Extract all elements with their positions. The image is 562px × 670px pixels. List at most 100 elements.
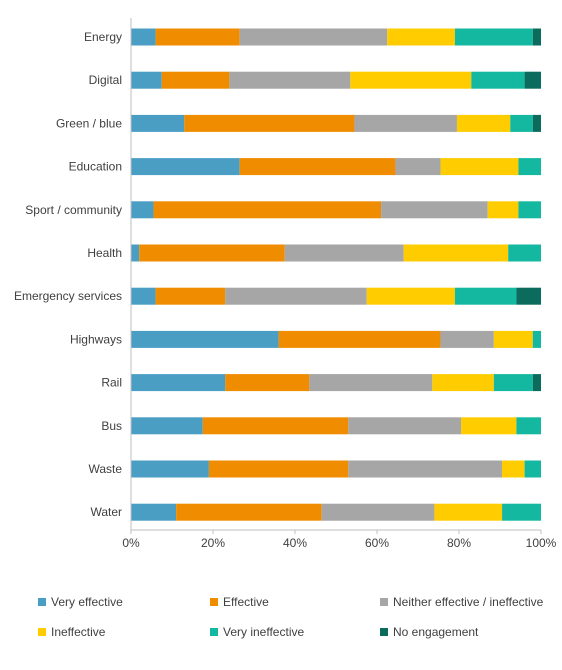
category-label: Energy <box>84 30 122 44</box>
bar-segment <box>471 71 525 89</box>
bar-segment <box>155 287 226 305</box>
legend-swatch <box>380 628 388 636</box>
bar-segment <box>131 503 177 521</box>
legend-item: Very ineffective <box>210 625 304 639</box>
stacked-bar-chart: Energy Digital Green / blue Education Sport … <box>14 18 557 550</box>
legend-swatch <box>210 628 218 636</box>
bar-segment <box>387 28 455 46</box>
legend-item: Very effective <box>38 595 123 609</box>
bar-segment <box>239 28 388 46</box>
bar-segment <box>524 71 541 89</box>
bars-group <box>131 28 541 521</box>
bar-segment <box>403 244 509 262</box>
category-label: Highways <box>70 332 122 346</box>
bar-segment <box>161 71 230 89</box>
x-tick-label: 100% <box>526 536 557 550</box>
bar-segment <box>131 287 156 305</box>
bar-segment <box>309 374 433 392</box>
legend-swatch <box>380 598 388 606</box>
bar-segment <box>284 244 404 262</box>
bar-segment <box>131 460 209 478</box>
legend-label: No engagement <box>393 625 479 639</box>
bar-segment <box>532 114 541 132</box>
category-label: Health <box>87 246 122 260</box>
legend-label: Effective <box>223 595 269 609</box>
legend-label: Neither effective / ineffective <box>393 595 544 609</box>
legend-item: No engagement <box>380 625 478 639</box>
bar-segment <box>131 330 279 348</box>
bar-segment <box>131 28 156 46</box>
bar-segment <box>502 503 541 521</box>
bar-segment <box>131 71 162 89</box>
bar-segment <box>493 374 533 392</box>
bar-segment <box>131 158 240 176</box>
legend-swatch <box>210 598 218 606</box>
legend-label: Very effective <box>51 595 123 609</box>
category-label: Bus <box>101 419 122 433</box>
bar-segment <box>440 330 494 348</box>
bar-segment <box>510 114 533 132</box>
bar-segment <box>518 158 541 176</box>
x-tick-label: 0% <box>122 536 140 550</box>
bar-segment <box>493 330 533 348</box>
x-tick-label: 60% <box>365 536 389 550</box>
bar-segment <box>225 374 310 392</box>
category-label: Green / blue <box>56 116 122 130</box>
bar-segment <box>532 374 541 392</box>
category-label: Digital <box>89 73 122 87</box>
bar-segment <box>454 287 517 305</box>
bar-segment <box>131 114 185 132</box>
bar-segment <box>518 201 541 219</box>
category-label: Water <box>90 505 122 519</box>
bar-segment <box>321 503 435 521</box>
legend-swatch <box>38 598 46 606</box>
legend-item: Neither effective / ineffective <box>380 595 543 609</box>
legend-swatch <box>38 628 46 636</box>
x-tick-label: 80% <box>447 536 471 550</box>
bar-segment <box>131 417 203 435</box>
bar-segment <box>155 28 240 46</box>
bar-segment <box>131 374 226 392</box>
bar-segment <box>139 244 285 262</box>
bar-segment <box>278 330 441 348</box>
x-tick-label: 20% <box>201 536 225 550</box>
bar-segment <box>434 503 503 521</box>
bar-segment <box>229 71 351 89</box>
category-label: Sport / community <box>25 203 122 217</box>
bar-segment <box>461 417 517 435</box>
category-label: Waste <box>88 462 122 476</box>
bar-segment <box>381 201 488 219</box>
bar-segment <box>532 330 541 348</box>
bar-segment <box>366 287 455 305</box>
bar-segment <box>508 244 541 262</box>
bar-segment <box>202 417 349 435</box>
bar-segment <box>440 158 519 176</box>
bar-segment <box>487 201 519 219</box>
bar-segment <box>524 460 541 478</box>
bar-segment <box>532 28 541 46</box>
legend-item: Ineffective <box>38 625 105 639</box>
category-label: Education <box>69 160 122 174</box>
legend-label: Ineffective <box>51 625 106 639</box>
x-tick-label: 40% <box>283 536 307 550</box>
bar-segment <box>354 114 457 132</box>
category-labels: Energy Digital Green / blue Education Sport … <box>14 30 122 519</box>
bar-segment <box>239 158 396 176</box>
category-label: Rail <box>101 376 122 390</box>
bar-segment <box>348 460 503 478</box>
bar-segment <box>131 244 140 262</box>
bar-segment <box>432 374 494 392</box>
bar-segment <box>395 158 441 176</box>
bar-segment <box>350 71 472 89</box>
bar-segment <box>225 287 367 305</box>
bar-segment <box>348 417 462 435</box>
bar-segment <box>176 503 322 521</box>
bar-segment <box>502 460 525 478</box>
bar-segment <box>184 114 355 132</box>
bar-segment <box>516 417 541 435</box>
legend-label: Very ineffective <box>223 625 305 639</box>
bar-segment <box>454 28 533 46</box>
bar-segment <box>208 460 349 478</box>
x-tick-labels: 0% 20% 40% 60% 80% 100% <box>122 530 557 550</box>
bar-segment <box>153 201 382 219</box>
